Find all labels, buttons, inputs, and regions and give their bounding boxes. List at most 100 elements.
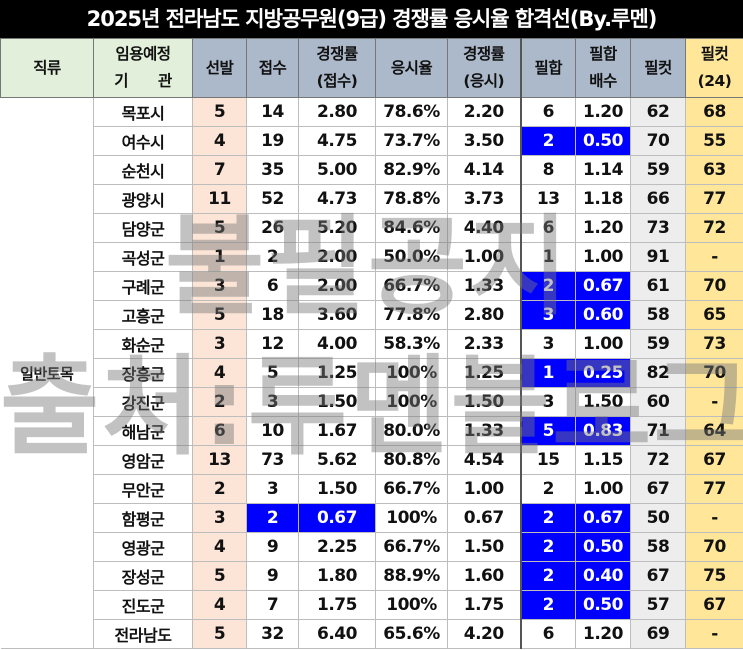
cell-pilhap-ratio: 0.67: [575, 271, 631, 301]
cell-seonbal: 2: [192, 387, 247, 417]
cell-org: 여수시: [93, 126, 193, 156]
table-row: 곡성군 1 2 2.00 50.0% 1.00 1 1.00 91-: [1, 242, 743, 272]
cell-cut: 60: [630, 387, 686, 417]
cell-jikryu: 일반토목: [0, 97, 94, 649]
cell-attend: 77.8%: [375, 300, 448, 330]
cell-org: 고흥군: [93, 300, 193, 330]
cell-org: 진도군: [93, 590, 193, 620]
cell-rate-apply: 3.60: [298, 300, 376, 330]
cell-rate-exam: 2.20: [447, 97, 521, 127]
cell-pilhap-ratio: 0.25: [575, 358, 631, 388]
cell-jeopsu: 14: [246, 97, 299, 127]
cell-attend: 100%: [375, 358, 448, 388]
cell-pilhap: 5: [519, 416, 576, 446]
cell-pilhap: 1: [519, 242, 576, 272]
cell-rate-apply: 6.40: [298, 619, 376, 649]
header-cut: 필컷: [630, 38, 686, 98]
cell-pilhap: 6: [519, 97, 576, 127]
cell-cut24: -: [685, 387, 743, 417]
cell-pilhap-ratio: 0.50: [575, 590, 631, 620]
table-row: 영암군 13 73 5.62 80.8% 4.54 15 1.15 72 67: [1, 445, 743, 475]
cell-cut24: 70: [685, 532, 743, 562]
cell-pilhap: 2: [519, 532, 576, 562]
cell-seonbal: 4: [192, 532, 247, 562]
cell-cut24: 70: [685, 358, 743, 388]
cell-rate-apply: 2.25: [298, 532, 376, 562]
cell-attend: 78.6%: [375, 97, 448, 127]
cell-rate-apply: 5.62: [298, 445, 376, 475]
header-jeopsu: 접수: [246, 38, 299, 98]
cell-pilhap-ratio: 0.50: [575, 532, 631, 562]
cell-cut24: 67: [685, 590, 743, 620]
cell-rate-apply: 5.00: [298, 155, 376, 185]
cell-rate-apply: 1.80: [298, 561, 376, 591]
cell-rate-exam: 1.33: [447, 416, 521, 446]
header-attend: 응시율: [375, 38, 448, 98]
cell-seonbal: 5: [192, 213, 247, 243]
cell-rate-exam: 4.40: [447, 213, 521, 243]
cell-pilhap-ratio: 0.67: [575, 503, 631, 533]
table-row: 여수시 4 19 4.75 73.7% 3.50 2 0.50 70 55: [1, 126, 743, 156]
cell-rate-apply: 0.67: [298, 503, 376, 533]
cell-attend: 58.3%: [375, 329, 448, 359]
cell-seonbal: 4: [192, 126, 247, 156]
cell-seonbal: 4: [192, 358, 247, 388]
cell-pilhap-ratio: 1.00: [575, 329, 631, 359]
cell-rate-apply: 4.00: [298, 329, 376, 359]
cell-cut: 69: [630, 619, 686, 649]
cell-pilhap: 2: [519, 590, 576, 620]
cell-rate-exam: 1.75: [447, 590, 521, 620]
table-row: 진도군 4 7 1.75 100% 1.75 2 0.50 57 67: [1, 590, 743, 620]
cell-cut: 58: [630, 300, 686, 330]
cell-org: 구례군: [93, 271, 193, 301]
cell-cut: 72: [630, 445, 686, 475]
cell-jeopsu: 10: [246, 416, 299, 446]
cell-jeopsu: 3: [246, 474, 299, 504]
header-org: 임용예정 기 관: [93, 38, 193, 98]
cell-seonbal: 13: [192, 445, 247, 475]
cell-jeopsu: 52: [246, 184, 299, 214]
cell-attend: 100%: [375, 590, 448, 620]
header-pilhap: 필합: [519, 38, 576, 98]
table-row: 담양군 5 26 5.20 84.6% 4.40 6 1.20 73 72: [1, 213, 743, 243]
cell-org: 장성군: [93, 561, 193, 591]
cell-pilhap: 2: [519, 126, 576, 156]
cell-rate-exam: 0.67: [447, 503, 521, 533]
cell-cut: 62: [630, 97, 686, 127]
cell-rate-exam: 2.80: [447, 300, 521, 330]
cell-attend: 100%: [375, 387, 448, 417]
cell-cut: 59: [630, 155, 686, 185]
cell-attend: 88.9%: [375, 561, 448, 591]
cell-rate-exam: 1.60: [447, 561, 521, 591]
table-row: 해남군 6 10 1.67 80.0% 1.33 5 0.83 71 64: [1, 416, 743, 446]
cell-cut24: -: [685, 619, 743, 649]
cell-cut: 61: [630, 271, 686, 301]
cell-rate-exam: 1.33: [447, 271, 521, 301]
cell-pilhap-ratio: 1.00: [575, 474, 631, 504]
cell-pilhap-ratio: 1.50: [575, 387, 631, 417]
cell-rate-apply: 1.75: [298, 590, 376, 620]
header-rate-apply-line1: 경쟁률: [316, 45, 358, 63]
table-row: 광양시 11 52 4.73 78.8% 3.73 13 1.18 66 77: [1, 184, 743, 214]
cell-rate-exam: 1.50: [447, 387, 521, 417]
cell-attend: 73.7%: [375, 126, 448, 156]
header-pilhap-ratio-line2: 배수: [589, 72, 617, 90]
cell-seonbal: 5: [192, 97, 247, 127]
cell-org: 담양군: [93, 213, 193, 243]
cell-rate-apply: 2.00: [298, 271, 376, 301]
cell-cut24: 75: [685, 561, 743, 591]
table-row: 화순군 3 12 4.00 58.3% 2.33 3 1.00 59 73: [1, 329, 743, 359]
header-cut24-line1: 필컷: [700, 45, 729, 63]
cell-rate-apply: 4.75: [298, 126, 376, 156]
cell-cut24: 63: [685, 155, 743, 185]
cell-rate-exam: 2.33: [447, 329, 521, 359]
cell-rate-apply: 2.80: [298, 97, 376, 127]
results-table: 직류 임용예정 기 관 선발 접수 경쟁률 (접수) 응시율 경쟁률 (응시) 필합 …: [0, 38, 743, 649]
table-row: 강진군 2 3 1.50 100% 1.50 3 1.50 60-: [1, 387, 743, 417]
cell-rate-exam: 1.00: [447, 242, 521, 272]
cell-cut: 50: [630, 503, 686, 533]
cell-pilhap: 8: [519, 155, 576, 185]
cell-org: 곡성군: [93, 242, 193, 272]
cell-cut: 70: [630, 126, 686, 156]
cell-attend: 84.6%: [375, 213, 448, 243]
